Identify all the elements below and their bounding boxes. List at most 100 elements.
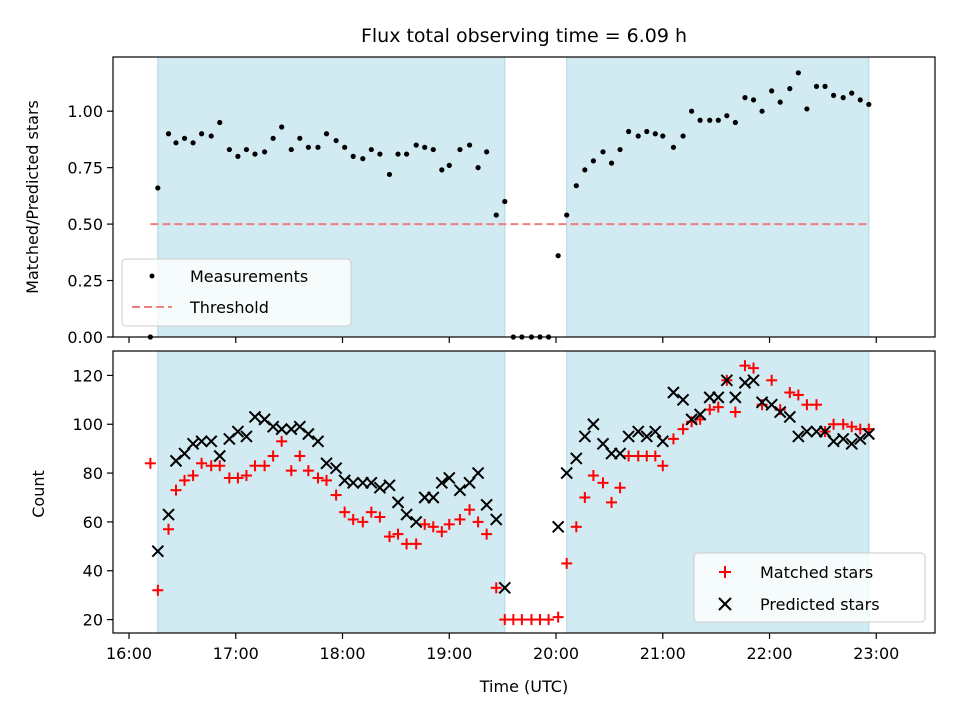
measurement-point xyxy=(590,158,596,164)
measurement-point xyxy=(297,135,303,141)
top-y-tick-label: 0.75 xyxy=(67,159,103,178)
predicted-x-b xyxy=(632,425,645,438)
matched-star-point xyxy=(454,513,466,525)
matched-star-point xyxy=(579,491,591,503)
predicted-star-point xyxy=(365,476,378,490)
matched-star-point xyxy=(667,433,679,445)
predicted-star-point xyxy=(311,435,325,448)
bottom-x-tick-label: 22:00 xyxy=(746,644,792,663)
predicted-star-point xyxy=(560,466,573,480)
bottom-x-tick-label: 23:00 xyxy=(853,644,899,663)
measurement-point xyxy=(707,117,713,123)
measurement-point xyxy=(732,119,738,126)
bottom-x-tick-label: 18:00 xyxy=(319,644,365,663)
measurement-point xyxy=(866,101,872,108)
matched-star-point xyxy=(427,521,439,533)
measurement-point xyxy=(502,198,508,205)
predicted-x-b xyxy=(818,425,832,438)
legend-matched-marker xyxy=(719,566,731,578)
predicted-x-b xyxy=(765,398,778,411)
measurement-point xyxy=(795,70,801,76)
predicted-star-point xyxy=(162,508,175,521)
predicted-x-b xyxy=(783,410,797,424)
predicted-star-point xyxy=(551,520,565,533)
matched-star-point xyxy=(330,489,342,501)
bottom-y-tick-label: 120 xyxy=(72,366,103,385)
predicted-x-b xyxy=(774,405,787,419)
measurement-point xyxy=(360,156,366,162)
matched-star-point xyxy=(811,399,823,411)
measurement-point xyxy=(413,142,419,148)
predicted-star-point xyxy=(649,425,662,438)
predicted-x-b xyxy=(195,435,208,448)
predicted-x-b xyxy=(827,435,840,448)
predicted-x-b xyxy=(480,498,493,512)
predicted-star-point xyxy=(443,471,456,485)
legend-threshold-label: Threshold xyxy=(189,298,269,317)
bottom-y-tick-label: 60 xyxy=(83,513,103,532)
bottom-y-tick-label: 40 xyxy=(83,562,103,581)
predicted-star-point xyxy=(570,452,583,465)
predicted-x-b xyxy=(240,430,253,443)
predicted-star-point xyxy=(480,498,493,512)
predicted-star-point xyxy=(712,391,725,404)
bottom-x-tick-label: 17:00 xyxy=(213,644,259,663)
predicted-star-point xyxy=(391,496,405,509)
matched-star-point xyxy=(481,528,493,540)
bottom-predicted-points xyxy=(151,374,876,595)
bottom-plot-frame xyxy=(112,350,936,634)
top-y-tick-label: 0.25 xyxy=(67,272,103,291)
measurement-point xyxy=(368,146,374,153)
predicted-x-b xyxy=(551,520,565,533)
matched-star-point xyxy=(392,528,404,540)
matched-star-point xyxy=(436,526,448,538)
predicted-star-point xyxy=(845,437,858,450)
matched-star-point xyxy=(561,557,573,569)
matched-star-point xyxy=(543,614,555,626)
predicted-star-point xyxy=(329,461,343,475)
measurement-point xyxy=(635,133,641,139)
predicted-x-b xyxy=(845,437,858,450)
matched-star-point xyxy=(214,460,226,472)
predicted-x-b xyxy=(622,430,635,443)
predicted-star-point xyxy=(729,391,742,404)
predicted-x-b xyxy=(443,471,456,485)
measurement-point xyxy=(759,108,765,114)
matched-star-point xyxy=(294,450,306,462)
measurement-point xyxy=(510,334,516,340)
measurement-point xyxy=(422,144,428,150)
predicted-x-b xyxy=(258,413,271,426)
predicted-star-point xyxy=(613,447,627,460)
measurement-point xyxy=(652,131,658,137)
measurement-point xyxy=(804,106,810,112)
predicted-x-b xyxy=(302,427,315,441)
predicted-star-point xyxy=(427,491,440,504)
predicted-star-point xyxy=(383,479,396,492)
measurement-point xyxy=(173,140,179,146)
measurement-point xyxy=(165,131,172,137)
measurement-point xyxy=(323,131,330,137)
measurement-point xyxy=(305,144,311,150)
measurement-point xyxy=(742,95,748,101)
predicted-star-point xyxy=(640,430,653,443)
matched-star-point xyxy=(792,389,804,401)
bottom-y-axis-label: Count xyxy=(29,470,48,518)
matched-star-point xyxy=(339,506,351,518)
predicted-x-b xyxy=(231,425,245,438)
measurement-point xyxy=(555,253,561,259)
matched-star-point xyxy=(187,470,199,482)
predicted-star-point xyxy=(400,508,413,521)
measurement-point xyxy=(342,144,348,150)
predicted-star-point xyxy=(373,481,387,494)
matched-star-point xyxy=(374,511,386,523)
top-y-axis-label: Matched/Predicted stars xyxy=(23,100,42,294)
top-legend-box xyxy=(121,258,352,327)
x-axis-label: Time (UTC) xyxy=(479,677,568,696)
predicted-star-point xyxy=(693,408,707,421)
measurement-point xyxy=(190,140,196,146)
predicted-x-b xyxy=(213,449,226,463)
legend-measurements-marker xyxy=(149,273,155,279)
predicted-x-b xyxy=(409,515,423,529)
predicted-x-b xyxy=(862,427,876,441)
